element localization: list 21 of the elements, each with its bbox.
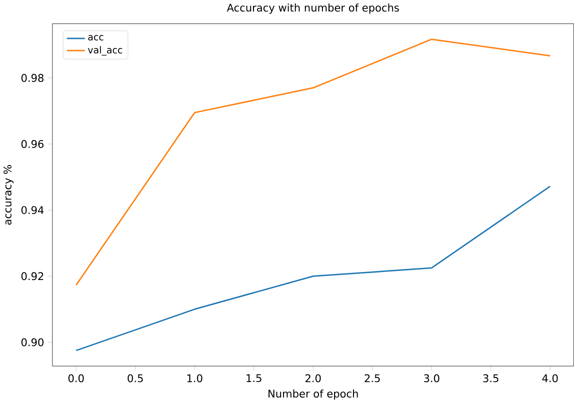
x-tick-label: 2.0 <box>306 374 321 382</box>
x-tick-label: 3.0 <box>424 374 440 382</box>
y-tick-label: 0.96 <box>21 140 44 148</box>
x-tick-label: 1.0 <box>187 374 202 382</box>
x-tick-label: 0.0 <box>68 374 84 382</box>
legend-label: acc <box>88 34 104 40</box>
x-tick-label: 0.5 <box>128 374 143 382</box>
y-tick-label: 0.92 <box>21 272 44 280</box>
line-series <box>75 186 551 352</box>
y-tick-label: 0.94 <box>21 206 44 214</box>
x-tick-label: 4.0 <box>542 374 558 382</box>
y-tick-label: 0.90 <box>21 338 44 346</box>
y-axis-title: accuracy % <box>4 164 14 225</box>
line-series <box>75 38 551 286</box>
x-tick-label: 1.5 <box>246 374 262 382</box>
x-tick-label: 2.5 <box>364 374 380 382</box>
x-axis-title: Number of epoch <box>268 389 358 400</box>
legend-label: val_acc <box>88 46 122 56</box>
chart-title: Accuracy with number of epochs <box>226 3 399 14</box>
y-tick-label: 0.98 <box>21 74 44 82</box>
x-tick-label: 3.5 <box>483 374 498 382</box>
